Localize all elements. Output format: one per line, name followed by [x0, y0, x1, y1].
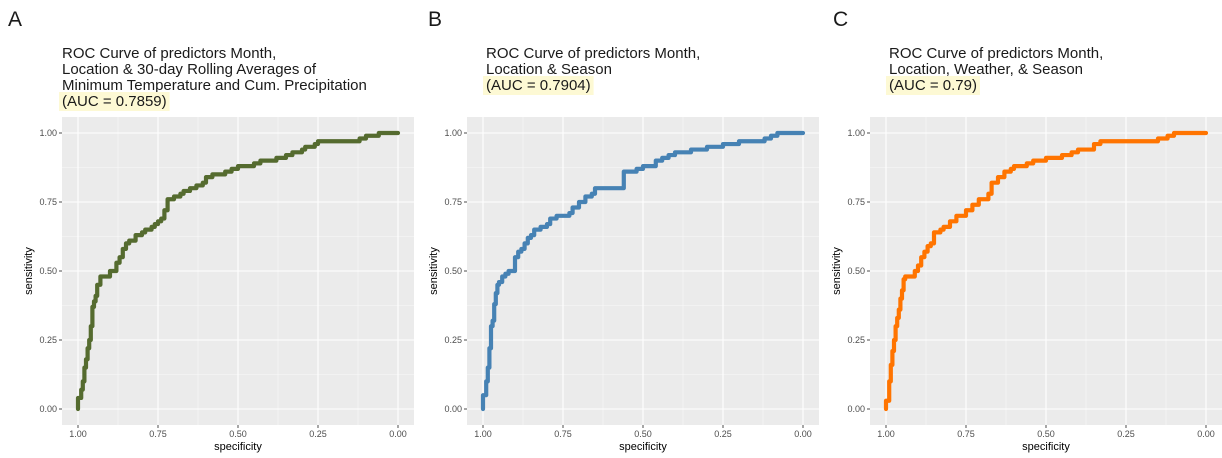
- x-tick-label: 0.00: [389, 429, 407, 439]
- chart-panel-c: C ROC Curve of predictors Month,Location,…: [831, 8, 1222, 453]
- chart-panel-a: A ROC Curve of predictors Month,Location …: [8, 8, 414, 453]
- panel-letter: C: [833, 8, 848, 31]
- y-axis-label: sensitivity: [428, 247, 440, 295]
- y-tick-label: 0.00: [847, 404, 865, 414]
- roc-curve-line: [75, 130, 401, 412]
- chart-title-line: Location, Weather, & Season: [889, 61, 1083, 78]
- x-tick-label: 0.75: [554, 429, 572, 439]
- chart-title-line: Location & Season: [486, 61, 612, 78]
- x-axis-label: specificity: [214, 441, 262, 453]
- x-tick-label: 1.00: [69, 429, 87, 439]
- chart-title-line: ROC Curve of predictors Month,: [889, 45, 1103, 62]
- auc-highlight: [886, 76, 980, 95]
- x-tick-label: 0.00: [794, 429, 812, 439]
- y-axis-label: sensitivity: [831, 247, 843, 295]
- auc-label: (AUC = 0.79): [889, 77, 977, 94]
- y-tick-label: 1.00: [444, 128, 462, 138]
- roc-curve-line: [883, 130, 1209, 412]
- panel-letter: A: [8, 8, 22, 31]
- y-tick-label: 1.00: [847, 128, 865, 138]
- auc-label: (AUC = 0.7859): [62, 93, 167, 110]
- x-tick-label: 0.50: [1037, 429, 1055, 439]
- y-tick-label: 0.75: [39, 197, 57, 207]
- x-tick-label: 0.25: [309, 429, 327, 439]
- x-tick-label: 0.25: [1117, 429, 1135, 439]
- y-tick-label: 1.00: [39, 128, 57, 138]
- chart-title-line: Minimum Temperature and Cum. Precipitati…: [62, 77, 367, 94]
- x-axis-label: specificity: [1022, 441, 1070, 453]
- x-tick-label: 1.00: [474, 429, 492, 439]
- x-tick-label: 0.75: [149, 429, 167, 439]
- y-tick-label: 0.00: [444, 404, 462, 414]
- panel-letter: B: [428, 8, 442, 31]
- x-tick-label: 0.25: [714, 429, 732, 439]
- chart-panel-b: B ROC Curve of predictors Month,Location …: [428, 8, 819, 453]
- auc-label: (AUC = 0.7904): [486, 77, 591, 94]
- x-tick-label: 0.00: [1197, 429, 1215, 439]
- y-tick-label: 0.75: [444, 197, 462, 207]
- x-tick-label: 0.75: [957, 429, 975, 439]
- y-tick-label: 0.50: [444, 266, 462, 276]
- y-tick-label: 0.75: [847, 197, 865, 207]
- y-tick-label: 0.50: [847, 266, 865, 276]
- roc-curve-line: [480, 130, 806, 412]
- y-tick-label: 0.25: [444, 335, 462, 345]
- auc-highlight: [483, 76, 594, 95]
- y-tick-label: 0.25: [39, 335, 57, 345]
- y-axis-label: sensitivity: [23, 247, 35, 295]
- chart-title-line: ROC Curve of predictors Month,: [486, 45, 700, 62]
- chart-title-line: Location & 30-day Rolling Averages of: [62, 61, 317, 78]
- chart-title-line: ROC Curve of predictors Month,: [62, 45, 276, 62]
- x-tick-label: 0.50: [634, 429, 652, 439]
- auc-highlight: [59, 92, 170, 111]
- x-tick-label: 1.00: [877, 429, 895, 439]
- y-tick-label: 0.25: [847, 335, 865, 345]
- x-axis-label: specificity: [619, 441, 667, 453]
- y-tick-label: 0.50: [39, 266, 57, 276]
- y-tick-label: 0.00: [39, 404, 57, 414]
- x-tick-label: 0.50: [229, 429, 247, 439]
